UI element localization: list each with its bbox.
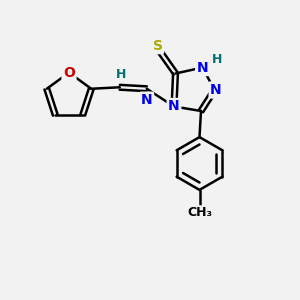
Text: N: N (210, 83, 222, 97)
Text: H: H (116, 68, 126, 81)
Text: S: S (152, 39, 163, 52)
Text: CH₃: CH₃ (187, 206, 212, 220)
Text: N: N (168, 100, 180, 113)
Text: N: N (197, 61, 208, 74)
Text: H: H (212, 52, 222, 66)
Text: N: N (141, 93, 153, 107)
Text: O: O (63, 66, 75, 80)
